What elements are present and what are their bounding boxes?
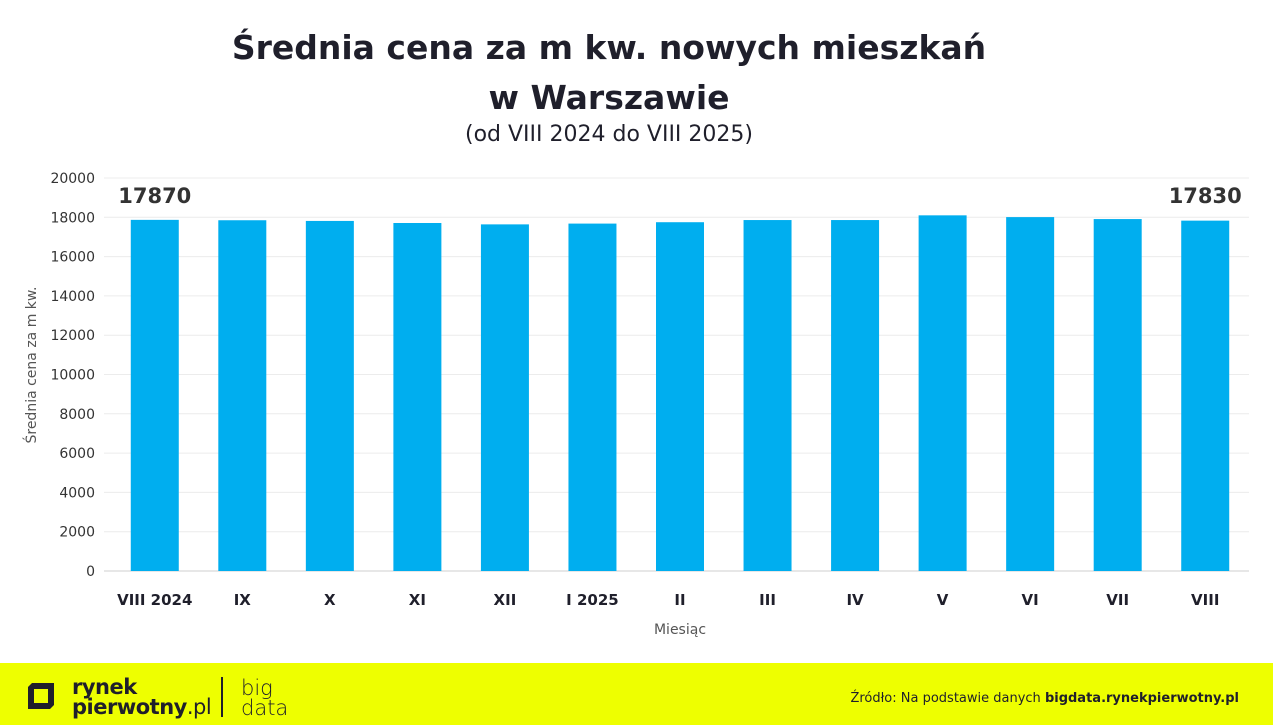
footer: rynek pierwotny.pl big data Źródło: Na po… <box>0 663 1273 725</box>
bar <box>1093 219 1142 572</box>
source-note: Źródło: Na podstawie danych bigdata.ryne… <box>850 691 1239 706</box>
x-tick-label: VI <box>1022 591 1039 609</box>
y-tick-label: 16000 <box>50 250 95 266</box>
x-tick-label: VIII <box>1191 591 1219 609</box>
y-tick-label: 8000 <box>59 407 95 423</box>
x-tick-label: X <box>324 591 336 609</box>
x-tick-label: II <box>674 591 685 609</box>
bigdata-line2: data <box>241 696 289 720</box>
y-tick-label: 2000 <box>59 525 95 541</box>
x-tick-label: III <box>759 591 776 609</box>
y-tick-label: 4000 <box>59 485 95 501</box>
logo-suffix: .pl <box>186 695 212 719</box>
bar <box>480 224 529 571</box>
x-tick-label: I 2025 <box>566 591 619 609</box>
bar <box>305 220 354 572</box>
x-tick-label: XII <box>494 591 517 609</box>
bar <box>656 222 704 571</box>
chart-title-line2: w Warszawie <box>488 78 730 117</box>
logo-divider <box>221 677 223 717</box>
x-tick-label: IV <box>846 591 864 609</box>
logo-name: pierwotny <box>72 695 187 719</box>
x-tick-label: V <box>937 591 949 609</box>
source-prefix: Źródło: Na podstawie danych <box>850 691 1045 706</box>
bar <box>831 220 880 571</box>
bigdata-logo: big data <box>241 676 289 720</box>
y-tick-label: 18000 <box>50 210 95 226</box>
x-tick-label: XI <box>409 591 426 609</box>
y-tick-label: 12000 <box>50 328 95 344</box>
source-site: bigdata.rynekpierwotny.pl <box>1044 691 1239 706</box>
bar <box>130 219 179 572</box>
data-label: 17870 <box>118 184 191 208</box>
bar <box>568 223 617 571</box>
data-label: 17830 <box>1169 184 1242 208</box>
y-tick-label: 0 <box>86 564 95 580</box>
bar-chart: 0 2000 4000 6000 8000 10000 12000 14000 16000 180… <box>22 171 1249 638</box>
bar <box>393 222 442 571</box>
chart-title-line1: Średnia cena za m kw. nowych mieszkań <box>231 28 987 67</box>
bar <box>1006 217 1055 571</box>
y-tick-label: 20000 <box>50 171 95 187</box>
logo-line2: pierwotny.pl <box>72 695 212 719</box>
bar <box>218 220 267 571</box>
rynekpierwotny-logo-icon <box>28 683 54 709</box>
y-tick-label: 14000 <box>50 289 95 305</box>
bar <box>1181 220 1230 571</box>
y-tick-label: 6000 <box>59 446 95 462</box>
x-axis-label: Miesiąc <box>654 622 706 638</box>
chart-subtitle: (od VIII 2024 do VIII 2025) <box>465 122 753 147</box>
y-axis-label: Średnia cena za m kw. <box>22 286 40 443</box>
x-tick-label: IX <box>234 591 252 609</box>
logo-line1: rynek <box>72 675 137 699</box>
bigdata-line1: big <box>241 676 273 700</box>
bar <box>918 215 967 571</box>
y-tick-label: 10000 <box>50 368 95 384</box>
bar <box>743 220 792 571</box>
x-tick-label: VII <box>1106 591 1129 609</box>
x-tick-label: VIII 2024 <box>117 591 192 609</box>
